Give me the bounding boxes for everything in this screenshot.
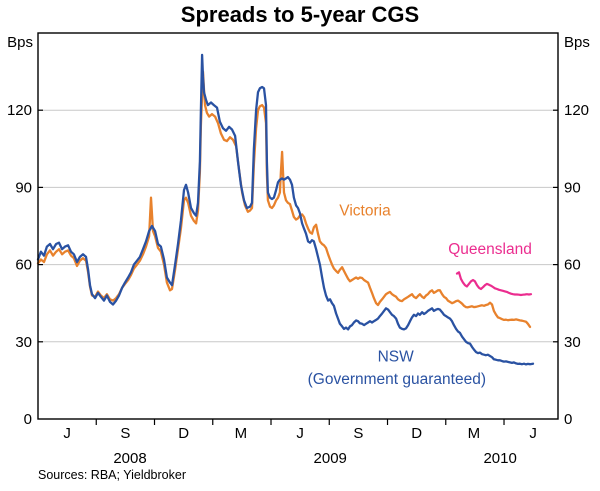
- x-month-label-8: J: [529, 425, 537, 442]
- x-month-label-4: J: [296, 425, 304, 442]
- x-month-label-0: J: [63, 425, 71, 442]
- x-month-label-7: M: [468, 425, 481, 442]
- x-month-label-3: M: [235, 425, 248, 442]
- y-label-left-30: 30: [15, 334, 32, 351]
- y-label-left-90: 90: [15, 179, 32, 196]
- y-label-right-60: 60: [564, 257, 581, 274]
- x-month-label-5: S: [353, 425, 363, 442]
- y-label-right-90: 90: [564, 179, 581, 196]
- series-line-queensland: [455, 271, 533, 297]
- series-label-nsw: NSW: [378, 349, 415, 366]
- series-line-victoria: [36, 70, 532, 329]
- y-label-left-120: 120: [7, 102, 32, 119]
- x-year-label-2009: 2009: [314, 450, 347, 467]
- series-line-nsw: [36, 53, 535, 366]
- y-label-left-60: 60: [15, 257, 32, 274]
- unit-label-right: Bps: [564, 34, 590, 51]
- x-month-label-2: D: [178, 425, 189, 442]
- unit-label-left: Bps: [7, 34, 33, 51]
- x-month-label-1: S: [120, 425, 130, 442]
- series-label-victoria: Victoria: [339, 203, 391, 220]
- sources-note: Sources: RBA; Yieldbroker: [38, 468, 186, 482]
- x-month-label-6: D: [411, 425, 422, 442]
- y-label-right-0: 0: [564, 411, 572, 428]
- y-label-left-0: 0: [24, 411, 32, 428]
- x-year-label-2008: 2008: [113, 450, 146, 467]
- series-sublabel-nsw: (Government guaranteed): [308, 371, 486, 388]
- chart-title: Spreads to 5-year CGS: [180, 2, 420, 27]
- plot-border: [37, 32, 559, 420]
- y-label-right-120: 120: [564, 102, 589, 119]
- series-label-queensland: Queensland: [448, 241, 532, 258]
- y-label-right-30: 30: [564, 334, 581, 351]
- x-year-label-2010: 2010: [483, 450, 516, 467]
